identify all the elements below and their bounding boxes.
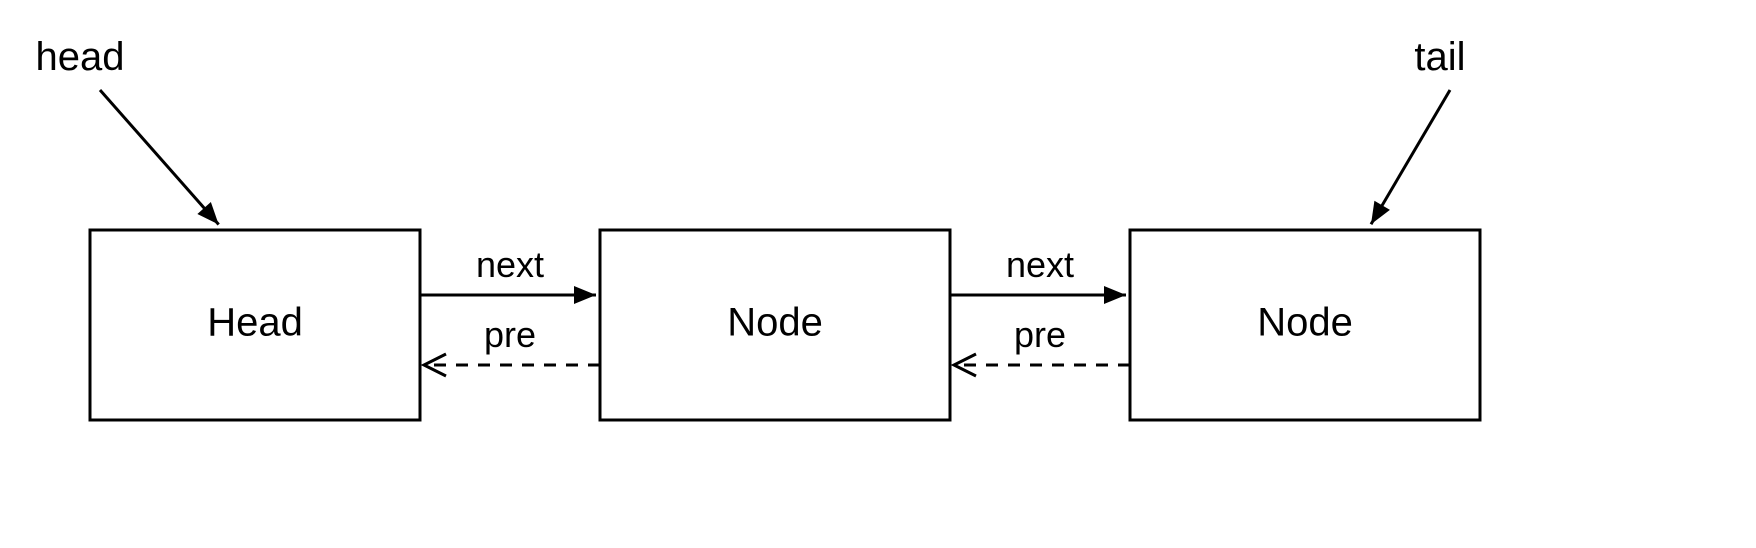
node-n1: Node [600,230,950,420]
edge-label: pre [1014,314,1066,355]
pointer-line [100,90,219,225]
node-n0: Head [90,230,420,420]
edge-n2-n1: pre [954,314,1130,376]
arrowhead-filled-icon [574,286,596,304]
edge-n0-n1: next [420,244,596,304]
node-label: Head [207,301,303,345]
node-n2: Node [1130,230,1480,420]
arrowhead-filled-icon [1371,201,1390,225]
edge-label: next [1006,244,1074,285]
node-label: Node [1257,301,1353,345]
pointer-tail: tail [1371,35,1466,224]
edge-n1-n0: pre [424,314,600,376]
pointer-label: head [36,35,125,79]
pointer-line [1371,90,1450,224]
edge-label: pre [484,314,536,355]
arrowhead-filled-icon [1104,286,1126,304]
edge-label: next [476,244,544,285]
pointer-label: tail [1414,35,1465,79]
edge-n1-n2: next [950,244,1126,304]
linked-list-diagram: Head Node Node next pre next pre head tail [0,0,1756,548]
node-label: Node [727,301,823,345]
pointer-head: head [36,35,219,225]
